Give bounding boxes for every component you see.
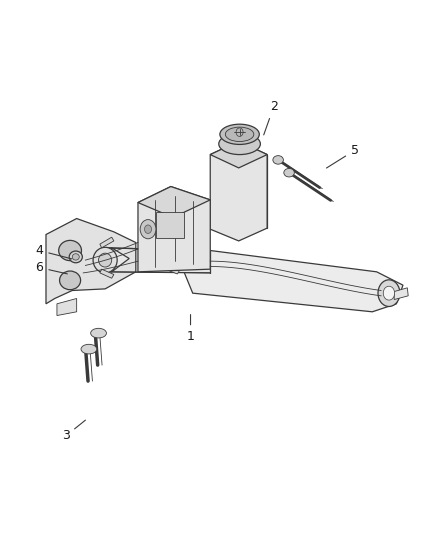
Polygon shape xyxy=(184,251,403,312)
Polygon shape xyxy=(394,288,408,300)
Polygon shape xyxy=(138,187,210,272)
Ellipse shape xyxy=(81,344,97,354)
Polygon shape xyxy=(100,269,114,278)
Ellipse shape xyxy=(99,253,112,267)
Text: 1: 1 xyxy=(187,314,194,343)
Circle shape xyxy=(383,286,395,300)
Text: 6: 6 xyxy=(35,261,67,274)
Polygon shape xyxy=(94,248,129,272)
Circle shape xyxy=(145,225,152,233)
Circle shape xyxy=(378,280,400,306)
Text: 2: 2 xyxy=(264,100,278,135)
Ellipse shape xyxy=(59,240,81,261)
Ellipse shape xyxy=(219,133,260,155)
Ellipse shape xyxy=(284,168,294,177)
Text: 3: 3 xyxy=(62,420,85,442)
Ellipse shape xyxy=(273,156,283,164)
Ellipse shape xyxy=(93,247,117,273)
Ellipse shape xyxy=(72,254,79,260)
Ellipse shape xyxy=(69,251,82,263)
Polygon shape xyxy=(46,219,136,304)
Polygon shape xyxy=(210,141,267,168)
Circle shape xyxy=(140,220,156,239)
Ellipse shape xyxy=(91,328,106,338)
Ellipse shape xyxy=(220,124,259,144)
Polygon shape xyxy=(166,266,180,274)
Polygon shape xyxy=(100,237,114,248)
Polygon shape xyxy=(57,298,77,316)
Ellipse shape xyxy=(60,271,81,290)
Polygon shape xyxy=(166,240,180,249)
Text: 4: 4 xyxy=(35,244,72,259)
FancyBboxPatch shape xyxy=(156,212,184,238)
Ellipse shape xyxy=(225,127,254,141)
Polygon shape xyxy=(105,248,210,273)
Polygon shape xyxy=(138,187,210,217)
Polygon shape xyxy=(210,141,267,241)
Text: 5: 5 xyxy=(326,144,359,168)
